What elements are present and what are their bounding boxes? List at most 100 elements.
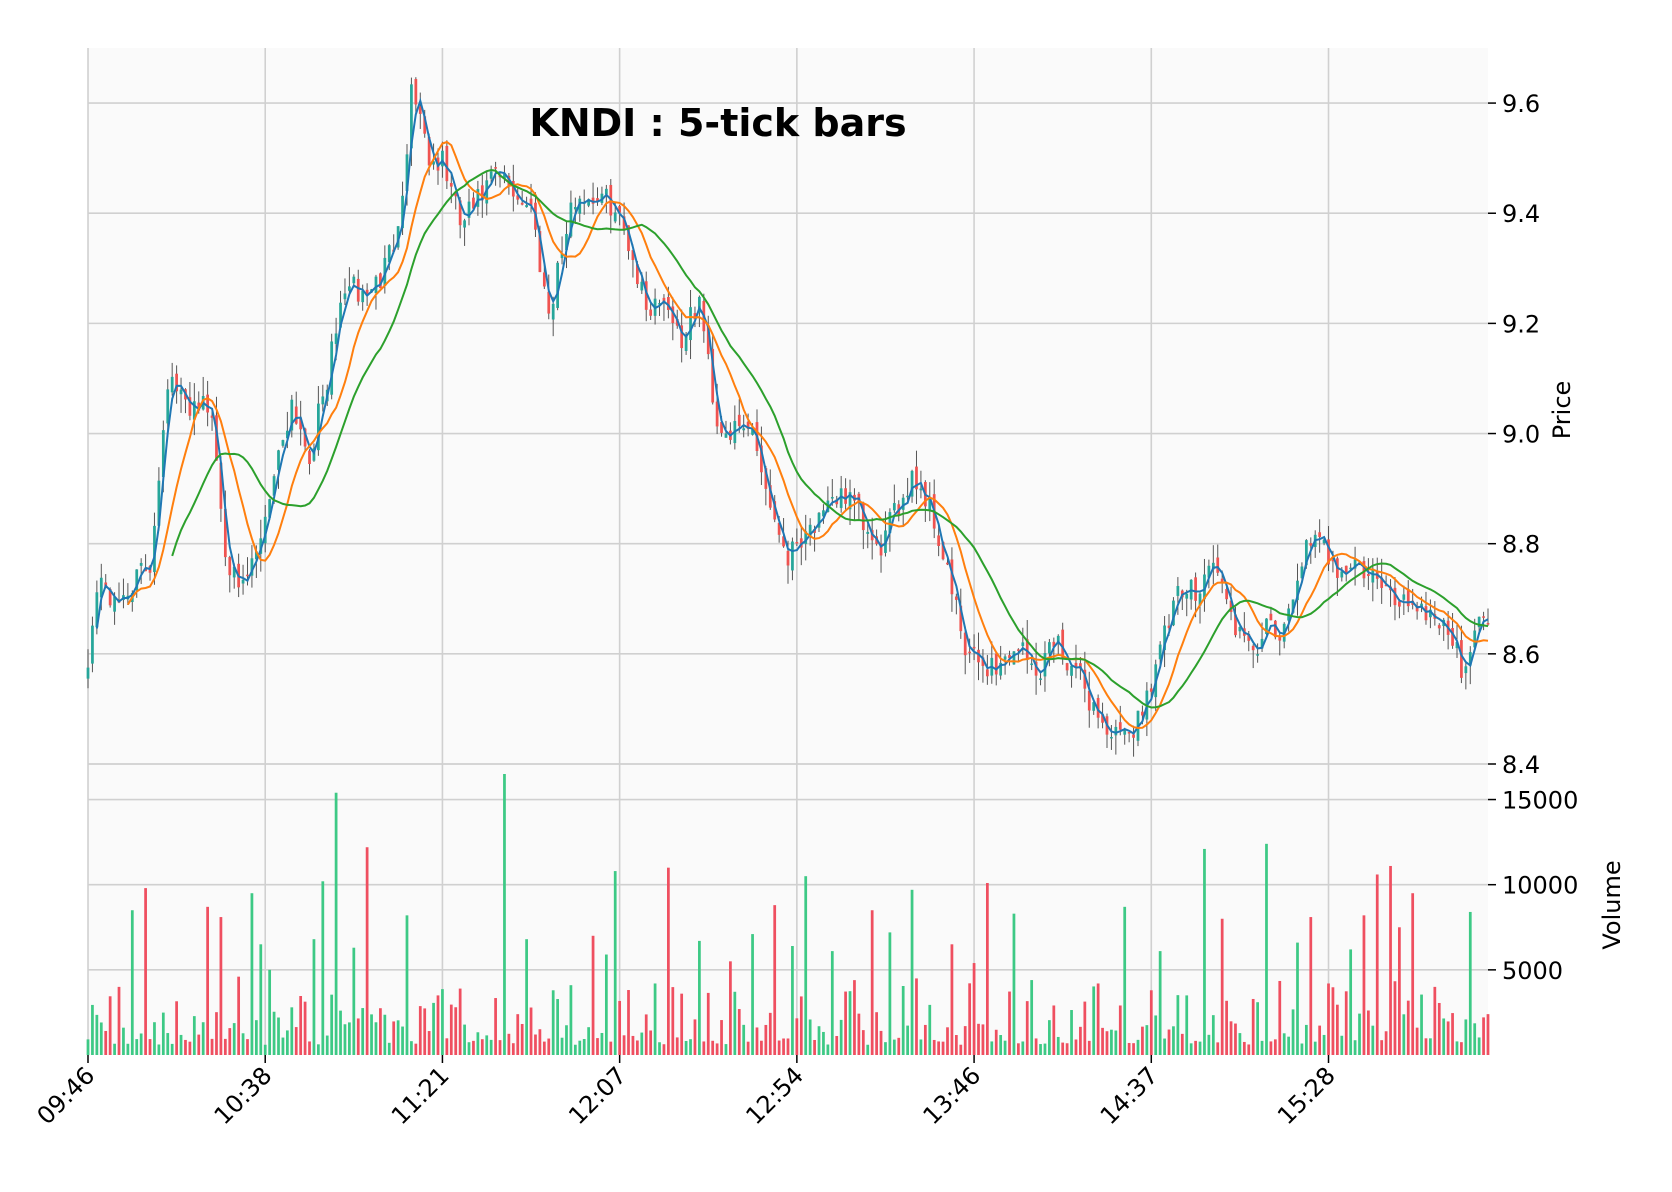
candle-body	[352, 276, 356, 284]
candle-body	[1265, 618, 1268, 634]
candle-body	[449, 182, 453, 187]
candle-body	[773, 501, 777, 520]
time-tick-label: 11:21	[386, 1061, 455, 1130]
volume-bar	[241, 1033, 245, 1055]
volume-bar	[1132, 1043, 1135, 1055]
volume-bar	[950, 944, 954, 1055]
volume-bar	[1273, 1039, 1277, 1055]
candle-body	[1247, 633, 1251, 641]
candle-body	[1300, 566, 1304, 579]
volume-bar	[511, 1043, 515, 1055]
volume-bar	[1358, 1013, 1361, 1055]
candle-body	[472, 197, 475, 209]
volume-bar	[782, 1038, 785, 1055]
candle-body	[317, 403, 320, 451]
candle-body	[861, 503, 865, 531]
volume-bar	[396, 1020, 400, 1055]
candle-body	[1003, 656, 1007, 660]
volume-bar	[339, 1010, 342, 1055]
volume-bar	[959, 1044, 963, 1055]
volume-bar	[1198, 1041, 1202, 1055]
volume-bar	[1043, 1043, 1047, 1055]
volume-bar	[622, 1035, 626, 1055]
candle-body	[1052, 641, 1056, 647]
volume-bar	[1304, 1024, 1308, 1055]
candle-body	[188, 397, 192, 416]
candle-body	[1203, 574, 1206, 600]
candle-body	[99, 577, 103, 598]
candle-body	[1367, 574, 1370, 576]
volume-bar	[1251, 998, 1255, 1055]
candle-body	[1473, 630, 1477, 648]
volume-bar	[631, 1035, 635, 1055]
volume-bar	[1185, 995, 1189, 1055]
price-tick-label: 9.6	[1502, 90, 1540, 118]
candle-body	[339, 302, 342, 328]
candle-body	[139, 562, 143, 566]
volume-bar	[246, 1039, 249, 1055]
volume-bar	[534, 1034, 537, 1055]
volume-bar	[861, 1030, 865, 1055]
candle-body	[941, 541, 945, 560]
candle-body	[206, 394, 209, 413]
candle-body	[401, 195, 404, 229]
candle-body	[1118, 722, 1122, 730]
candle-body	[1021, 642, 1025, 647]
volume-bar	[139, 1033, 143, 1055]
candle-body	[175, 373, 178, 392]
candle-body	[954, 596, 958, 600]
volume-bar	[963, 1026, 967, 1055]
volume-bar	[1172, 1026, 1175, 1055]
candle-body	[396, 226, 400, 248]
volume-bar	[130, 910, 134, 1055]
volume-bar	[1136, 1039, 1140, 1055]
volume-bar	[1114, 1030, 1118, 1055]
volume-bar	[1118, 1005, 1122, 1055]
candle-body	[782, 536, 785, 547]
volume-bar	[104, 1030, 108, 1055]
volume-bar	[560, 1037, 564, 1055]
candle-body	[622, 216, 626, 231]
candle-body	[494, 167, 497, 169]
candle-body	[680, 325, 684, 349]
candle-body	[919, 488, 923, 491]
volume-bar	[604, 954, 608, 1055]
volume-bar	[578, 1040, 582, 1055]
candle-body	[445, 145, 449, 182]
volume-bar	[1039, 1044, 1042, 1055]
volume-bar	[268, 969, 272, 1055]
volume-bar	[1335, 1004, 1339, 1055]
volume-bar	[897, 1037, 901, 1055]
candle-body	[161, 430, 165, 477]
volume-bar	[569, 985, 573, 1055]
volume-bar	[733, 991, 737, 1055]
candle-body	[547, 291, 551, 314]
volume-bar	[387, 1042, 391, 1055]
volume-bar	[1074, 1039, 1078, 1055]
candle-body	[1065, 663, 1069, 671]
candle-body	[86, 667, 90, 679]
candle-body	[1056, 635, 1060, 645]
volume-bar	[1012, 913, 1016, 1055]
volume-bar	[1437, 1002, 1441, 1055]
candle-body	[1398, 601, 1401, 607]
candle-body	[1309, 543, 1313, 546]
candle-body	[441, 150, 444, 167]
candle-body	[1455, 641, 1459, 649]
volume-bar	[91, 1004, 94, 1055]
volume-bar	[742, 1024, 746, 1055]
candle-body	[928, 497, 932, 510]
volume-bar	[356, 1018, 360, 1055]
volume-bar	[476, 1032, 480, 1055]
volume-bar	[1349, 949, 1353, 1055]
volume-bar	[436, 995, 440, 1055]
volume-bar	[188, 1041, 192, 1055]
candle-body	[808, 524, 812, 537]
candle-body	[737, 414, 741, 426]
plot-background	[88, 48, 1488, 1055]
volume-bar	[254, 1020, 258, 1055]
volume-bar	[1429, 1038, 1432, 1055]
volume-bar	[1265, 843, 1268, 1055]
volume-tick-label: 5000	[1502, 957, 1563, 985]
volume-bar	[299, 996, 303, 1055]
